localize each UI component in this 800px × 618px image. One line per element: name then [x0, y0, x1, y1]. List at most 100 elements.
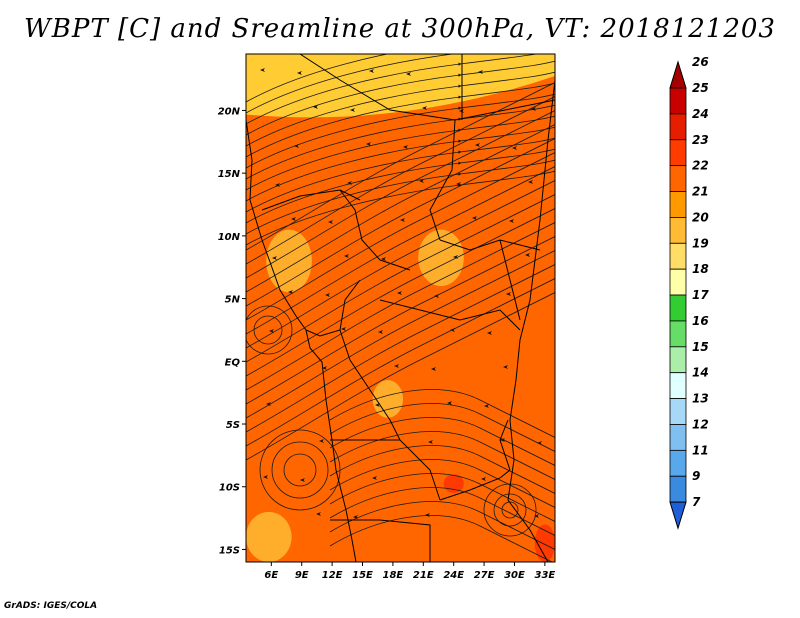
streamline-arrow	[431, 367, 436, 371]
lat-tick-label: 10S	[219, 483, 240, 494]
streamline-arrow	[403, 145, 408, 149]
colorbar-label: 19	[692, 236, 709, 250]
streamline	[246, 126, 555, 202]
streamline	[246, 54, 390, 103]
lat-tick-label: 15S	[219, 545, 240, 556]
streamline	[246, 152, 555, 321]
streamline-arrow	[478, 70, 483, 74]
streamline-arrow	[297, 71, 302, 75]
streamline-arrow	[525, 253, 530, 257]
streamline-arrow	[325, 293, 330, 297]
border-car-drc	[379, 299, 521, 331]
border-drc-angola	[330, 439, 441, 501]
colorbar-segment	[669, 475, 687, 503]
streamline-arrow	[291, 217, 296, 221]
colorbar-label: 26	[692, 55, 709, 69]
streamline	[246, 194, 555, 363]
colorbar-label: 13	[692, 392, 709, 406]
streamline	[246, 96, 555, 265]
streamline-arrow	[434, 294, 439, 298]
colorbar: 26 25 24 23 22 21 20 19 18 17 16 15 14 13 12 11 9 7	[669, 55, 709, 530]
streamline-arrow	[381, 257, 386, 261]
streamline-arrow	[341, 327, 346, 331]
streamline-arrow	[353, 515, 358, 519]
streamline-arrow	[419, 179, 424, 183]
colorbar-segment	[669, 139, 687, 167]
streamline-arrow	[372, 476, 377, 480]
colorbar-segment	[669, 113, 687, 141]
streamline	[246, 124, 555, 293]
colorbar-segment	[669, 346, 687, 374]
streamline-arrow	[472, 216, 477, 220]
border-lake-chad	[339, 189, 411, 271]
streamline-eddy	[493, 493, 527, 527]
temperature-shading	[246, 54, 555, 562]
coastline-west	[246, 119, 357, 562]
colorbar-segment	[669, 165, 687, 192]
streamline-arrow	[378, 330, 383, 334]
footer-credit: GrADS: IGES/COLA	[4, 601, 98, 611]
streamline-arrow	[422, 106, 427, 110]
streamline-arrow	[366, 142, 371, 146]
streamline-arrow	[266, 402, 271, 406]
lon-tick-label: 33E	[534, 570, 555, 581]
streamline	[246, 292, 555, 461]
country-borders	[246, 54, 555, 562]
streamline-arrow	[512, 146, 517, 150]
lon-tick-label: 30E	[504, 570, 525, 581]
streamline	[246, 278, 555, 447]
colorbar-label: 18	[692, 262, 709, 276]
streamline	[329, 473, 555, 522]
chart-title: WBPT [C] and Sreamline at 300hPa, VT: 20…	[24, 14, 776, 44]
streamline	[246, 115, 555, 191]
streamline-arrow	[400, 218, 405, 222]
lat-tick-label: 5N	[225, 295, 241, 306]
colorbar-segment	[669, 191, 687, 218]
streamline	[246, 148, 555, 224]
streamline-arrow	[534, 514, 539, 518]
streamline	[329, 431, 555, 480]
streamline-arrow	[319, 439, 324, 443]
colorbar-label: 25	[692, 81, 709, 95]
streamline-arrow	[487, 331, 492, 335]
streamline	[329, 487, 555, 536]
red-patch-mozambique	[534, 524, 555, 562]
border-cameroon	[305, 279, 361, 337]
colorbar-segment	[669, 87, 687, 115]
streamline-arrow	[528, 180, 533, 184]
streamline-arrow	[537, 441, 542, 445]
streamline	[329, 389, 555, 438]
streamline-arrow	[428, 440, 433, 444]
colorbar-segment	[669, 242, 687, 270]
streamline-arrow	[506, 292, 511, 296]
colorbar-label: 9	[692, 469, 700, 483]
lon-tick-label: 21E	[413, 570, 434, 581]
map-area	[246, 54, 555, 562]
streamline-arrow	[531, 107, 536, 111]
colorbar-segment	[669, 398, 687, 425]
streamline	[246, 104, 555, 180]
streamline-arrow	[453, 255, 458, 259]
streamline	[246, 60, 555, 136]
lat-tick-label: EQ	[225, 357, 241, 368]
colorbar-label: 14	[692, 366, 709, 380]
colorbar-segment	[669, 320, 687, 348]
colorbar-label: 22	[692, 159, 709, 173]
streamline	[329, 501, 555, 550]
coastline-east	[507, 79, 555, 562]
lon-tick-label: 12E	[322, 570, 343, 581]
streamline-arrow	[288, 290, 293, 294]
streamline-arrow	[275, 183, 280, 187]
colorbar-segment	[669, 217, 687, 244]
streamline-arrow	[456, 182, 461, 186]
border-tanzania	[499, 419, 511, 471]
border-sudan-south	[439, 239, 541, 251]
latitude-axis: 20N 15N 10N 5N EQ 5S 10S 15S	[218, 106, 246, 556]
colorbar-label: 16	[692, 314, 709, 328]
streamline-arrow	[260, 68, 265, 72]
streamline-arrow	[447, 401, 452, 405]
streamline-arrow	[503, 365, 508, 369]
streamline-arrow	[481, 477, 486, 481]
streamline-arrow	[344, 254, 349, 258]
streamline	[246, 138, 555, 307]
